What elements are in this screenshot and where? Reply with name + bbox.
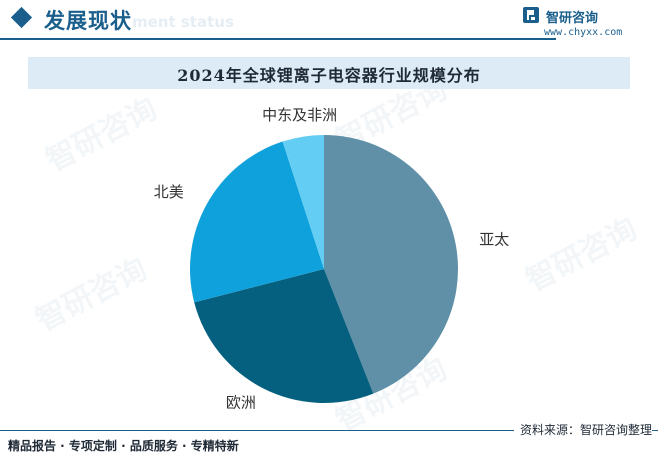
pie-slice-label: 欧洲 [226, 394, 256, 412]
pie-slice [194, 269, 374, 403]
pie-slices [190, 135, 458, 403]
brand-url: www.chyxx.com [544, 27, 623, 38]
header-subtitle: ment status [132, 13, 234, 31]
chart-title: 2024年全球锂离子电容器行业规模分布 [177, 66, 481, 85]
header: ment status 发展现状 智研咨询 www.chyxx.com [0, 0, 658, 44]
pie-slice [282, 135, 324, 269]
chart-title-bar: 2024年全球锂离子电容器行业规模分布 [28, 57, 630, 89]
footer-divider [0, 430, 658, 431]
footer-tagline: 精品报告 · 专项定制 · 品质服务 · 专精特新 [8, 439, 239, 453]
header-divider [0, 38, 556, 40]
pie-slice-label: 北美 [154, 183, 184, 201]
pie-slice [190, 141, 324, 303]
page-title: 发展现状 [44, 9, 132, 33]
pie-slice-label: 中东及非洲 [262, 106, 337, 124]
pie-slice-label: 亚太 [479, 230, 509, 248]
brand-name: 智研咨询 [546, 11, 599, 26]
brand-logo-icon [523, 7, 539, 23]
pie-slice [324, 135, 458, 394]
brand: 智研咨询 www.chyxx.com [522, 6, 642, 40]
data-source: 资料来源：智研咨询整理 [513, 421, 652, 438]
